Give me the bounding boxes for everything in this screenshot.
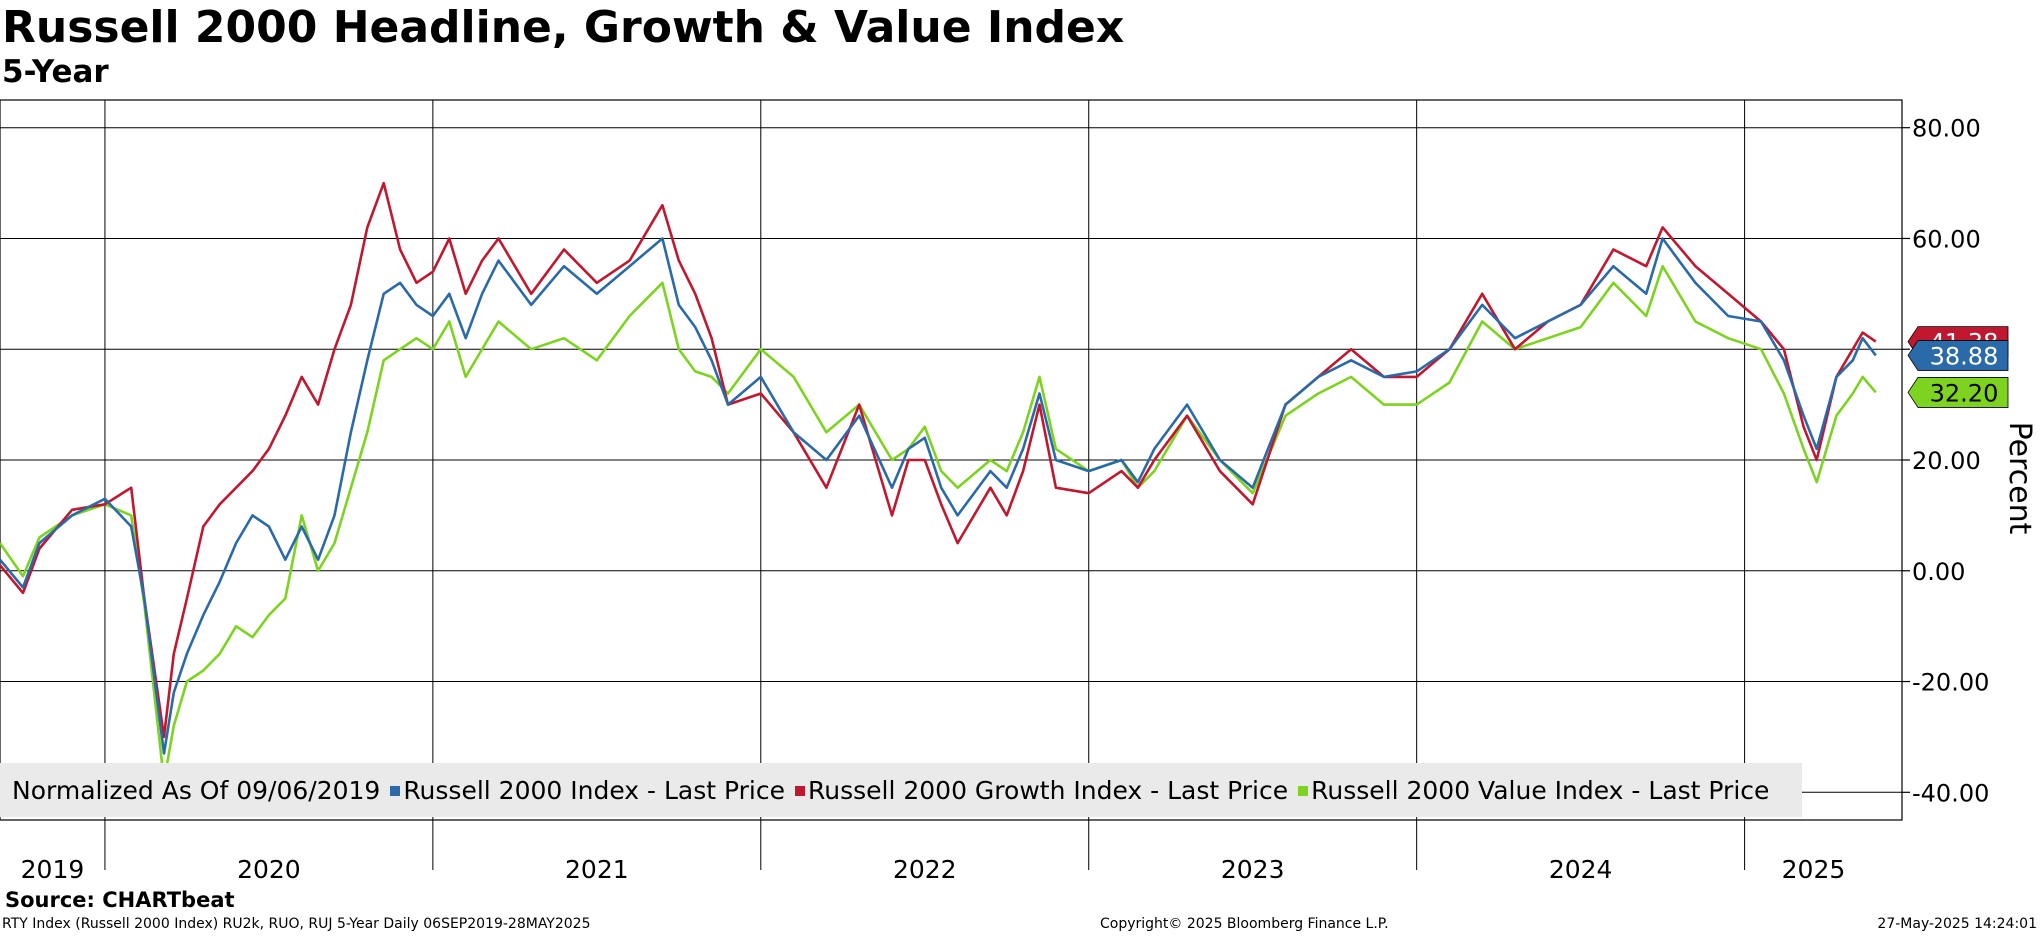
series-line (0, 264, 1877, 783)
x-tick-label: 2023 (1221, 855, 1285, 884)
chart-title: Russell 2000 Headline, Growth & Value In… (2, 2, 1125, 53)
legend-label-russell-2000-growth: Russell 2000 Growth Index - Last Price (808, 775, 1289, 805)
x-tick-label: 2024 (1549, 855, 1613, 884)
y-tick-label: 0.00 (1912, 558, 1965, 586)
x-tick-label: 2020 (237, 855, 301, 884)
legend-item-russell-2000-growth: Russell 2000 Growth Index - Last Price (795, 776, 1288, 805)
last-value-tag (1907, 340, 2009, 371)
y-tick-label: -40.00 (1912, 779, 1989, 807)
legend-prefix: Normalized As Of 09/06/2019 (12, 775, 381, 805)
footer-timestamp: 27-May-2025 14:24:01 (1877, 916, 2037, 932)
legend-item-russell-2000: Russell 2000 Index - Last Price (390, 776, 785, 805)
y-tick-label: 60.00 (1912, 225, 1981, 253)
legend-swatch-russell-2000-value (1298, 786, 1309, 796)
chart-subtitle: 5-Year (2, 54, 109, 90)
x-tick-label: 2022 (893, 855, 957, 884)
legend-label-russell-2000-value: Russell 2000 Value Index - Last Price (1311, 775, 1770, 805)
series-line (0, 237, 1877, 755)
source-label: Source: CHARTbeat (5, 888, 235, 912)
legend-swatch-russell-2000 (390, 786, 401, 796)
x-tick-label: 2025 (1782, 855, 1846, 884)
last-value-label: 32.20 (1930, 379, 1999, 407)
y-axis-label: Percent (2002, 422, 2037, 535)
footer-ticker-info: RTY Index (Russell 2000 Index) RU2k, RUO… (2, 916, 591, 932)
x-tick-label: 2019 (21, 855, 85, 884)
y-tick-label: 20.00 (1912, 447, 1981, 475)
x-tick-label: 2021 (565, 855, 629, 884)
legend: Normalized As Of 09/06/2019 Russell 2000… (0, 763, 1802, 817)
y-tick-label: 80.00 (1912, 115, 1981, 143)
footer-copyright: Copyright© 2025 Bloomberg Finance L.P. (1100, 916, 1389, 932)
last-value-tag (1907, 377, 2009, 408)
y-tick-label: -20.00 (1912, 669, 1989, 697)
legend-item-russell-2000-value: Russell 2000 Value Index - Last Price (1298, 776, 1769, 805)
last-value-label: 38.88 (1930, 342, 1999, 370)
legend-swatch-russell-2000-growth (795, 786, 805, 796)
legend-label-russell-2000: Russell 2000 Index - Last Price (403, 775, 785, 805)
